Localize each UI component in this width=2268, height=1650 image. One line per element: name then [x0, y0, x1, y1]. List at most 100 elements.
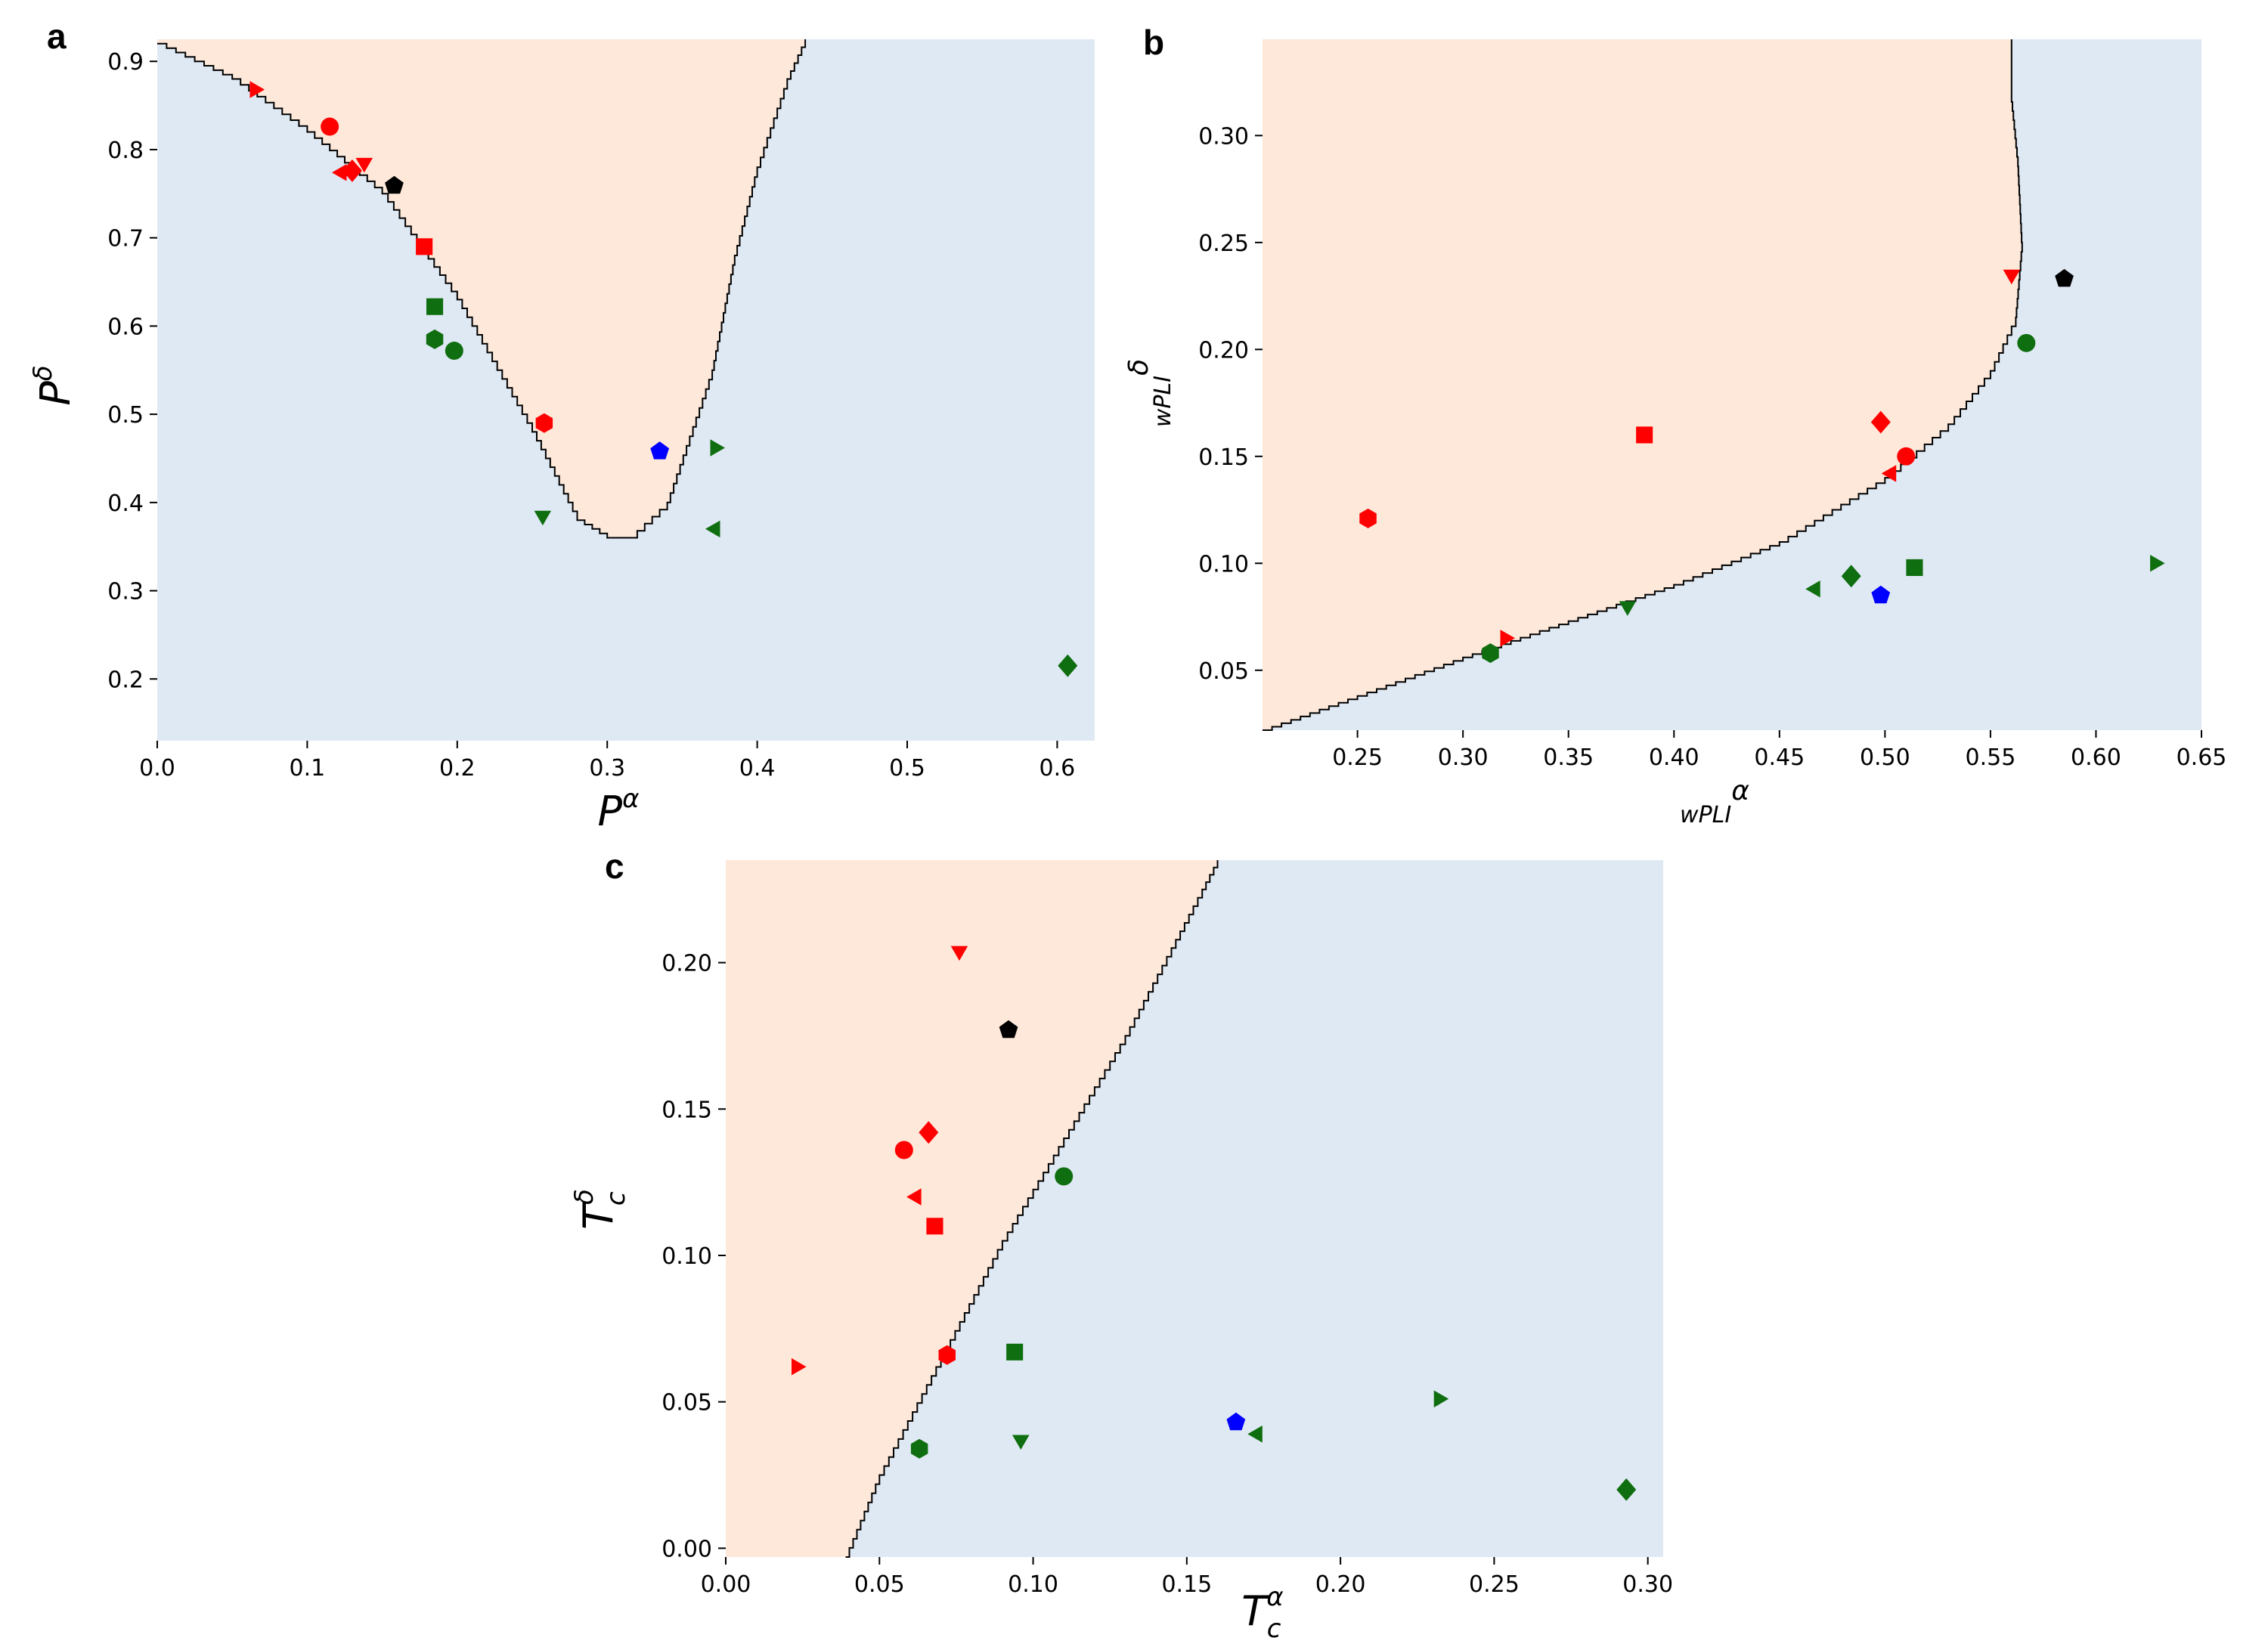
point-square-red — [416, 238, 433, 255]
y-ticks-a: 0.2 0.3 0.4 0.5 0.6 0.7 0.8 0.9 — [107, 49, 157, 693]
point-square-green — [1006, 1343, 1024, 1361]
plot-area-a — [157, 39, 1095, 741]
point-pentagon-blue — [1871, 585, 1891, 604]
y-tick-label: 0.15 — [662, 1097, 712, 1123]
point-hexagon-red — [938, 1345, 956, 1365]
y-tick-label: 0.8 — [107, 138, 144, 164]
point-triangle-right-red — [1500, 630, 1515, 647]
point-circle-green — [445, 342, 463, 361]
x-tick-label: 0.20 — [1315, 1571, 1366, 1598]
point-triangle-left-green — [1247, 1426, 1263, 1443]
y-ticks-c: 0.00 0.05 0.10 0.15 0.20 — [662, 951, 726, 1562]
y-tick-label: 0.6 — [107, 314, 144, 340]
region-class-a — [157, 39, 806, 538]
x-tick-label: 0.0 — [139, 755, 175, 782]
x-axis-label-a: Pα — [598, 784, 640, 835]
y-tick-label: 0.3 — [107, 579, 144, 605]
y-tick-label: 0.4 — [107, 491, 144, 517]
y-tick-label: 0.00 — [662, 1536, 712, 1562]
point-square-red — [1636, 426, 1653, 444]
y-tick-label: 0.10 — [1198, 551, 1249, 577]
x-ticks-a: 0.0 0.1 0.2 0.3 0.4 0.5 0.6 — [139, 741, 1076, 782]
y-tick-label: 0.05 — [1198, 658, 1249, 685]
panel-letter-a: a — [47, 17, 67, 56]
point-triangle-down-green — [1012, 1435, 1030, 1450]
point-circle-red — [1897, 447, 1916, 466]
y-axis-label-a: Pδ — [28, 365, 79, 405]
point-triangle-down-green — [1619, 601, 1637, 616]
point-triangle-left-red — [1881, 465, 1897, 482]
panel-c: c 0.00 0.05 0.10 0.15 0.20 0.25 0.30 0.000.050… — [569, 847, 1673, 1644]
x-tick-label: 0.15 — [1161, 1571, 1212, 1598]
y-tick-label: 0.05 — [662, 1390, 712, 1416]
point-diamond-red — [342, 159, 362, 182]
x-tick-label: 0.6 — [1040, 755, 1076, 782]
panel-b: b 0.25 0.30 0.35 0.40 0.45 0.50 0.55 0.60 0.65 0… — [1123, 23, 2226, 828]
x-axis-label-b: wPLIα — [1680, 775, 1749, 828]
point-pentagon-black — [2055, 268, 2074, 287]
point-hexagon-green — [426, 329, 444, 349]
point-triangle-down-red — [2003, 269, 2021, 285]
point-pentagon-black — [999, 1020, 1018, 1039]
point-triangle-down-green — [534, 510, 552, 526]
x-tick-label: 0.45 — [1754, 745, 1805, 771]
decision-boundary — [845, 860, 1219, 1558]
x-tick-label: 0.25 — [1469, 1571, 1520, 1598]
point-square-green — [426, 298, 444, 315]
x-axis-label-c: Tα c — [1241, 1582, 1283, 1644]
panel-letter-c: c — [605, 847, 624, 886]
y-tick-label: 0.20 — [1198, 337, 1249, 364]
point-pentagon-blue — [1226, 1412, 1246, 1431]
point-circle-green — [2017, 333, 2036, 352]
x-tick-label: 0.4 — [739, 755, 776, 782]
point-diamond-green — [1616, 1478, 1637, 1501]
y-tick-label: 0.9 — [107, 49, 144, 76]
point-diamond-green — [1841, 565, 1861, 588]
point-triangle-right-green — [710, 439, 725, 457]
x-tick-label: 0.5 — [889, 755, 925, 782]
point-diamond-red — [1870, 410, 1891, 434]
x-tick-label: 0.65 — [2177, 745, 2227, 771]
y-tick-label: 0.10 — [662, 1243, 712, 1270]
point-square-green — [1906, 559, 1923, 576]
point-pentagon-blue — [650, 441, 669, 460]
point-circle-red — [894, 1141, 913, 1159]
point-hexagon-green — [910, 1438, 928, 1459]
point-diamond-red — [919, 1121, 939, 1144]
point-triangle-right-green — [1433, 1390, 1449, 1408]
point-triangle-left-green — [705, 520, 720, 538]
x-tick-label: 0.10 — [1008, 1571, 1058, 1598]
point-hexagon-red — [1359, 508, 1377, 528]
point-square-red — [926, 1218, 943, 1235]
x-tick-label: 0.35 — [1543, 745, 1594, 771]
x-tick-label: 0.00 — [701, 1571, 751, 1598]
x-ticks-b: 0.25 0.30 0.35 0.40 0.45 0.50 0.55 0.60 0.65 — [1332, 730, 2227, 771]
region-class-a — [1263, 39, 2022, 730]
point-triangle-right-red — [792, 1357, 807, 1376]
x-tick-label: 0.60 — [2071, 745, 2121, 771]
point-triangle-right-red — [249, 81, 265, 98]
point-triangle-left-red — [906, 1188, 922, 1206]
y-tick-label: 0.2 — [107, 667, 144, 693]
y-tick-label: 0.5 — [107, 402, 144, 429]
y-axis-label-c: Tδc — [569, 1189, 631, 1230]
x-tick-label: 0.3 — [589, 755, 625, 782]
point-triangle-down-red — [355, 157, 373, 173]
point-hexagon-red — [535, 413, 553, 433]
y-axis-label-b: wPLIδ — [1123, 359, 1176, 427]
point-triangle-left-green — [1805, 580, 1820, 598]
x-tick-label: 0.1 — [290, 755, 326, 782]
plot-area-c — [726, 860, 1663, 1558]
y-tick-label: 0.25 — [1198, 231, 1249, 257]
decision-boundary — [1263, 39, 2023, 731]
x-tick-label: 0.40 — [1649, 745, 1699, 771]
y-tick-label: 0.20 — [662, 951, 712, 977]
y-tick-label: 0.7 — [107, 226, 144, 252]
point-circle-green — [1055, 1167, 1074, 1186]
x-tick-label: 0.05 — [854, 1571, 905, 1598]
decision-boundary — [157, 39, 807, 539]
x-tick-label: 0.25 — [1332, 745, 1383, 771]
x-tick-label: 0.30 — [1438, 745, 1489, 771]
x-tick-label: 0.30 — [1622, 1571, 1673, 1598]
